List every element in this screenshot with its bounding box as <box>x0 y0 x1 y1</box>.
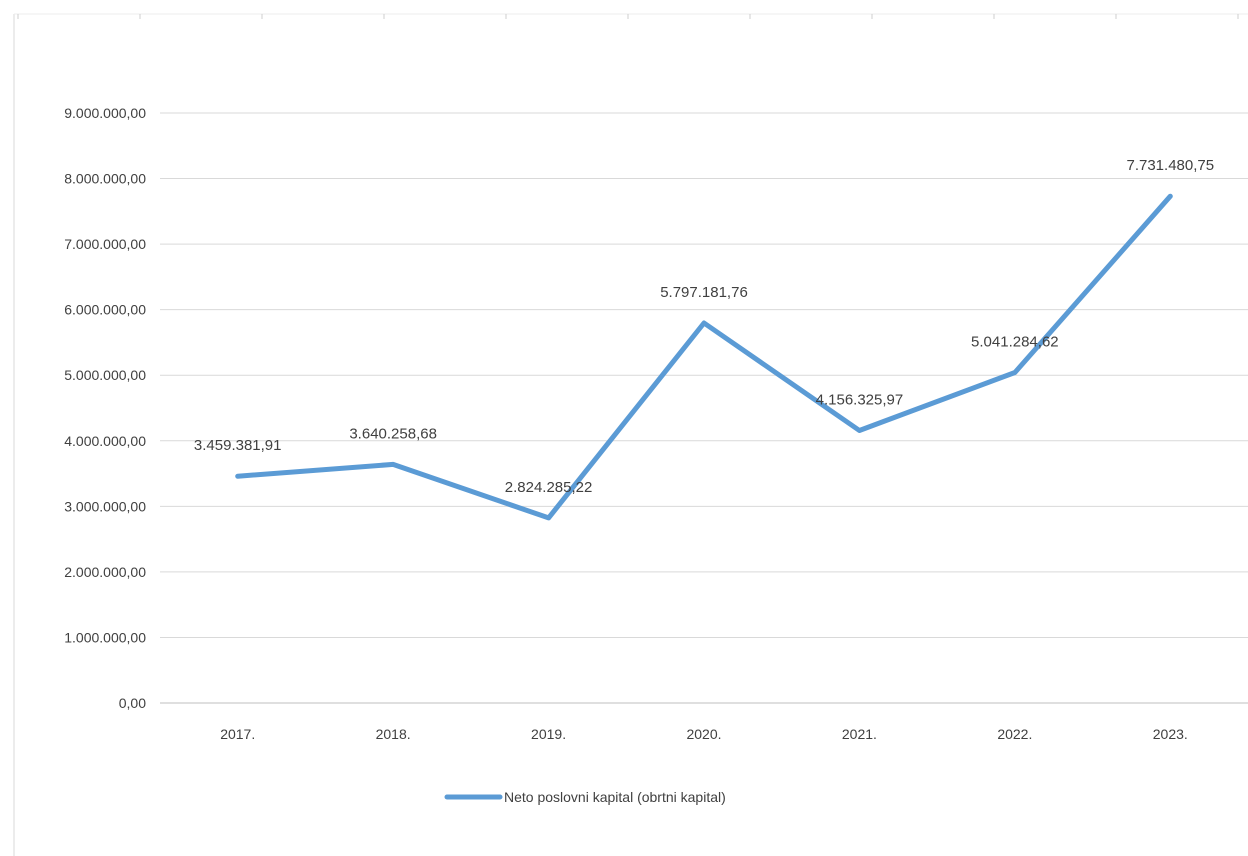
x-tick-label: 2020. <box>686 726 721 742</box>
data-label: 5.797.181,76 <box>660 284 748 301</box>
data-label: 3.459.381,91 <box>194 437 282 454</box>
data-label: 2.824.285,22 <box>505 479 593 496</box>
legend-label: Neto poslovni kapital (obrtni kapital) <box>504 789 726 805</box>
x-tick-label: 2019. <box>531 726 566 742</box>
series-lines <box>235 193 1173 521</box>
y-tick-label: 5.000.000,00 <box>64 367 146 383</box>
y-tick-label: 0,00 <box>119 695 146 711</box>
x-tick-label: 2022. <box>997 726 1032 742</box>
x-tick-label: 2017. <box>220 726 255 742</box>
y-tick-label: 4.000.000,00 <box>64 433 146 449</box>
x-tick-label: 2023. <box>1153 726 1188 742</box>
data-label: 4.156.325,97 <box>816 392 904 409</box>
y-axis-tick-labels: 0,00 1.000.000,00 2.000.000,00 3.000.000,00… <box>64 105 146 711</box>
y-tick-label: 6.000.000,00 <box>64 302 146 318</box>
y-tick-label: 3.000.000,00 <box>64 498 146 514</box>
x-tick-label: 2021. <box>842 726 877 742</box>
y-tick-label: 7.000.000,00 <box>64 236 146 252</box>
data-label: 3.640.258,68 <box>349 425 437 442</box>
y-tick-label: 8.000.000,00 <box>64 171 146 187</box>
data-label: 5.041.284,62 <box>971 334 1059 351</box>
data-labels: 3.459.381,91 3.640.258,68 2.824.285,22 5.79… <box>194 157 1214 496</box>
gridlines <box>160 112 1248 704</box>
legend: Neto poslovni kapital (obrtni kapital) <box>444 789 726 805</box>
x-tick-label: 2018. <box>376 726 411 742</box>
data-label: 7.731.480,75 <box>1126 157 1214 174</box>
x-axis-tick-labels: 2017. 2018. 2019. 2020. 2021. 2022. 2023. <box>220 726 1188 742</box>
y-tick-label: 1.000.000,00 <box>64 629 146 645</box>
y-tick-label: 2.000.000,00 <box>64 564 146 580</box>
y-tick-label: 9.000.000,00 <box>64 105 146 121</box>
chart-frame <box>13 13 1248 856</box>
